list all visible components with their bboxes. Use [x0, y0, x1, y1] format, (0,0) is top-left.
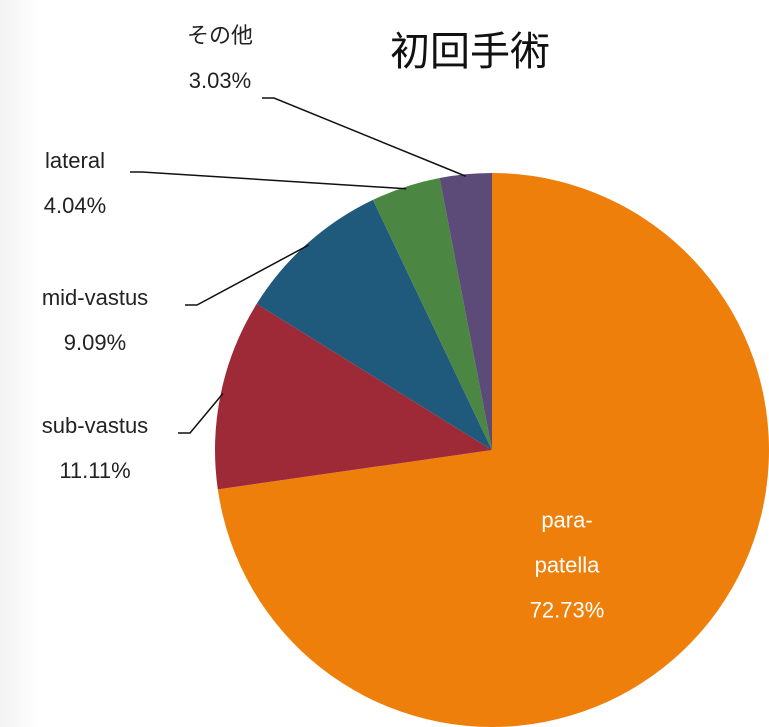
pie-slice	[217, 173, 769, 727]
slice-label: lateral 4.04%	[44, 138, 106, 228]
slice-label: mid-vastus 9.09%	[42, 275, 148, 365]
value-label: 3.03%	[188, 68, 252, 93]
category-label: lateral	[45, 148, 105, 173]
chart-title: 初回手術	[390, 29, 550, 75]
category-label: mid-vastus	[41, 285, 149, 310]
pie-slice	[256, 199, 492, 450]
pie-slice	[439, 173, 492, 450]
pie-slice	[372, 178, 492, 450]
category-label: para-patella	[534, 507, 600, 578]
slice-label: sub-vastus 11.11%	[42, 403, 148, 493]
value-label: 9.09%	[63, 330, 127, 355]
category-label: sub-vastus	[41, 413, 149, 438]
pie-slice	[215, 303, 493, 490]
value-label: 72.73%	[529, 597, 605, 623]
leader-line	[178, 393, 224, 434]
category-label: その他	[186, 23, 254, 48]
leader-line	[130, 171, 407, 190]
leader-line	[262, 97, 467, 177]
value-label: 4.04%	[43, 193, 107, 218]
leader-line	[185, 244, 310, 306]
slice-label: その他 3.03%	[187, 13, 253, 103]
slice-label: para-patella 72.73%	[527, 498, 607, 633]
value-label: 11.11%	[59, 458, 131, 483]
